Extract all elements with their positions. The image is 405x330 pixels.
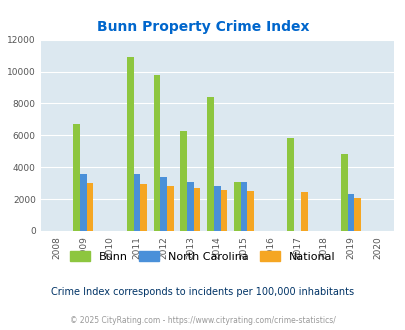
Bar	[213, 185, 220, 231]
Bar	[354, 197, 360, 231]
Bar	[180, 131, 187, 231]
Legend: Bunn, North Carolina, National: Bunn, North Carolina, National	[66, 247, 339, 267]
Bar	[340, 154, 347, 231]
Bar	[247, 191, 254, 231]
Bar	[87, 183, 93, 231]
Bar	[300, 192, 307, 231]
Bar	[153, 75, 160, 231]
Bar	[127, 57, 133, 231]
Text: Bunn Property Crime Index: Bunn Property Crime Index	[96, 20, 309, 34]
Bar	[220, 189, 227, 231]
Bar	[347, 194, 354, 231]
Bar	[166, 185, 173, 231]
Bar	[240, 182, 247, 231]
Bar	[160, 177, 166, 231]
Bar	[207, 97, 213, 231]
Bar	[73, 124, 80, 231]
Bar	[193, 188, 200, 231]
Bar	[287, 139, 293, 231]
Bar	[80, 174, 87, 231]
Bar	[233, 182, 240, 231]
Bar	[187, 182, 193, 231]
Bar	[133, 174, 140, 231]
Text: © 2025 CityRating.com - https://www.cityrating.com/crime-statistics/: © 2025 CityRating.com - https://www.city…	[70, 316, 335, 325]
Text: Crime Index corresponds to incidents per 100,000 inhabitants: Crime Index corresponds to incidents per…	[51, 287, 354, 297]
Bar	[140, 184, 147, 231]
